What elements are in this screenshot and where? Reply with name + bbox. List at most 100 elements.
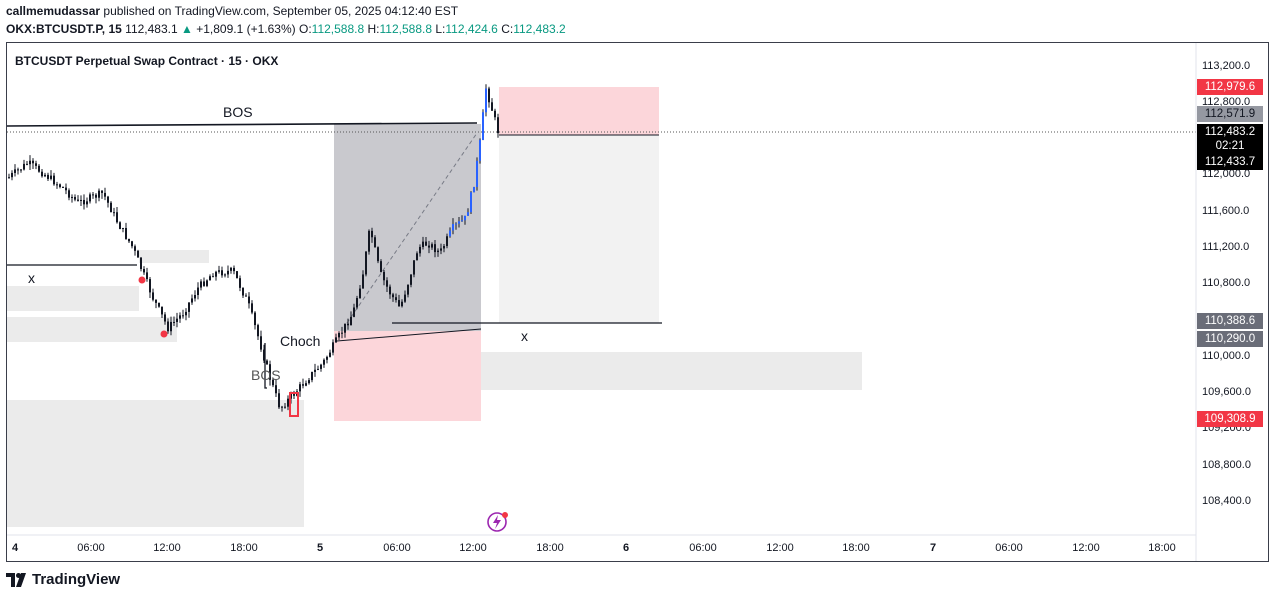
candle-body [122, 227, 124, 229]
candle-body [482, 112, 484, 140]
candle-body [176, 318, 178, 322]
open-label: O: [298, 22, 312, 36]
candle-body [497, 117, 499, 134]
candle-body [116, 212, 118, 223]
candle-body [23, 163, 25, 170]
candle-body [413, 260, 415, 275]
bos-label-top[interactable]: BOS [223, 104, 253, 120]
candle-body [140, 257, 142, 269]
candle-body [152, 292, 154, 300]
bar-countdown-label: 02:21 [1197, 138, 1263, 154]
entry-price-label: 112,571.9 [1197, 106, 1263, 122]
candle-body [266, 360, 268, 365]
candle-body [260, 336, 262, 350]
bos-line[interactable] [7, 122, 478, 127]
candle-body [422, 241, 424, 247]
candle-body [467, 212, 469, 216]
candle-body [314, 369, 316, 372]
candle-body [131, 241, 133, 247]
candle-body [347, 323, 349, 326]
candle-body [50, 175, 52, 179]
low-label: L: [435, 22, 446, 36]
candlestick-series[interactable] [8, 84, 499, 412]
chart-title: BTCUSDT Perpetual Swap Contract · 15 · O… [15, 54, 279, 68]
candle-body [299, 384, 301, 392]
candle-body [218, 270, 220, 272]
candle-body [386, 280, 388, 287]
time-tick: 06:00 [77, 542, 105, 554]
price-tick: 112,000.0 [1202, 168, 1251, 180]
high-value: 112,588.8 [379, 22, 433, 36]
candle-body [320, 364, 322, 369]
price-label-x-line: 110,388.6 [1197, 313, 1263, 329]
candle-body [449, 230, 451, 237]
candle-body [281, 406, 283, 408]
candle-body [257, 325, 259, 337]
candle-body [476, 160, 478, 187]
candle-body [155, 299, 157, 303]
candle-body [317, 368, 319, 370]
chart-canvas[interactable] [7, 43, 1269, 562]
marker-dot-1 [138, 276, 146, 284]
bos-label-bottom[interactable]: BOS [251, 367, 281, 383]
time-tick: 4 [11, 542, 19, 554]
candle-body [491, 102, 493, 111]
candle-body [44, 174, 46, 177]
candle-body [401, 301, 403, 307]
candle-body [173, 321, 175, 323]
candle-body [464, 215, 466, 221]
candle-body [398, 300, 400, 307]
candle-body [461, 220, 463, 222]
time-tick: 12:00 [459, 542, 487, 554]
candle-body [377, 247, 379, 262]
x-label-right[interactable]: x [521, 328, 528, 344]
choch-line[interactable] [336, 328, 482, 342]
candle-body [434, 244, 436, 253]
candle-body [179, 315, 181, 319]
candle-body [404, 294, 406, 302]
price-label-choch: 110,290.0 [1197, 331, 1263, 347]
candle-body [428, 245, 430, 248]
candle-body [38, 165, 40, 172]
candle-body [338, 333, 340, 338]
candle-body [125, 227, 127, 239]
low-value: 112,424.6 [445, 22, 498, 36]
time-tick: 18:00 [1148, 542, 1176, 554]
price-tick: 108,800.0 [1202, 459, 1251, 471]
candle-body [416, 253, 418, 261]
x-label-left[interactable]: x [28, 270, 35, 286]
lightning-event-icon[interactable] [487, 512, 508, 532]
candle-body [47, 174, 49, 179]
publish-info: callmemudassar published on TradingView.… [6, 4, 458, 18]
chart-frame[interactable]: BTCUSDT Perpetual Swap Contract · 15 · O… [6, 42, 1269, 562]
candle-body [452, 224, 454, 231]
price-tick: 113,200.0 [1202, 60, 1251, 72]
candle-body [86, 201, 88, 205]
tradingview-logo[interactable]: TradingView [6, 571, 120, 588]
candle-body [20, 169, 22, 171]
time-tick: 12:00 [153, 542, 181, 554]
candle-body [359, 288, 361, 299]
candle-body [293, 393, 295, 396]
tradingview-logo-icon [6, 572, 26, 587]
price-tick: 109,600.0 [1202, 386, 1251, 398]
author-name[interactable]: callmemudassar [6, 4, 101, 18]
candle-body [233, 267, 235, 272]
candle-body [392, 294, 394, 298]
target-zone [499, 87, 659, 135]
candle-body [479, 139, 481, 161]
candle-body [65, 187, 67, 191]
candle-body [188, 302, 190, 312]
candle-body [74, 196, 76, 200]
candle-body [437, 250, 439, 253]
candle-body [245, 295, 247, 297]
highlight-candle [289, 392, 299, 417]
candle-body [251, 303, 253, 313]
candle-body [269, 364, 271, 380]
choch-label[interactable]: Choch [278, 333, 323, 349]
candle-body [158, 302, 160, 307]
candle-body [284, 406, 286, 408]
candle-body [68, 190, 70, 198]
candle-body [335, 337, 337, 343]
candle-body [200, 281, 202, 288]
